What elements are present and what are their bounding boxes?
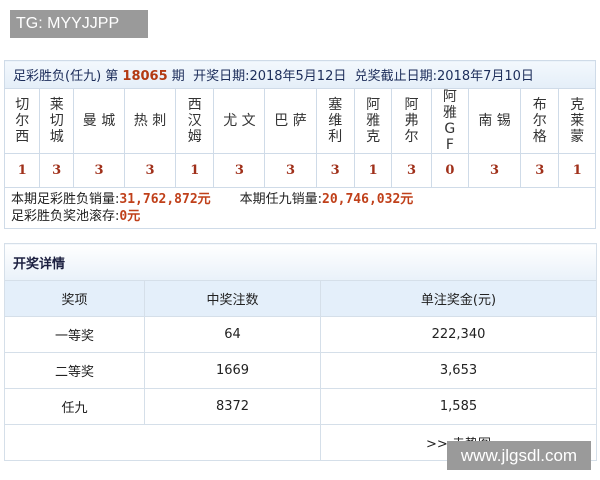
issue-suffix: 期: [167, 69, 185, 84]
match-result: 3: [468, 153, 522, 188]
issue-number: 18065: [122, 69, 168, 84]
r9-sales-label: 本期任九销量:: [239, 192, 322, 207]
match-result: 3: [520, 153, 560, 188]
winner-count: 8372: [144, 388, 321, 425]
match-result: 1: [353, 153, 393, 188]
team-name: 阿雅克: [353, 88, 393, 154]
prize-name: 二等奖: [4, 352, 145, 389]
match-result: 1: [3, 153, 41, 188]
sales-info: 本期足彩胜负销量:31,762,872元 本期任九销量:20,746,032元 …: [4, 187, 596, 229]
watermark-top: TG: MYYJJPP: [10, 10, 148, 38]
match-result: 3: [123, 153, 177, 188]
team-name: 曼 城: [72, 88, 126, 154]
deadline-label: 兑奖截止日期:: [354, 69, 438, 84]
prize-name: 任九: [4, 388, 145, 425]
match-result: 0: [430, 153, 470, 188]
prize-amount: 1,585: [320, 388, 597, 425]
winner-count: 64: [144, 316, 321, 353]
table-row: 一等奖 64 222,340: [4, 316, 597, 353]
match-result: 1: [558, 153, 596, 188]
team-name: 阿雅GF: [430, 88, 470, 154]
table-row: 二等奖 1669 3,653: [4, 352, 597, 389]
prize-details-table: 开奖详情 奖项 中奖注数 单注奖金(元) 一等奖 64 222,340 二等奖 1669 3…: [4, 243, 597, 461]
match-result: 3: [264, 153, 317, 188]
draw-date: 2018年5月12日: [249, 69, 347, 84]
prize-amount: 222,340: [320, 316, 597, 353]
sfc-sales-label: 本期足彩胜负销量:: [11, 192, 120, 207]
watermark-bottom: www.jlgsdl.com: [447, 441, 591, 470]
winner-count: 1669: [144, 352, 321, 389]
issue-prefix: 足彩胜负(任九) 第: [13, 69, 123, 84]
team-name: 塞维利: [315, 88, 355, 154]
team-name: 切尔西: [3, 88, 41, 154]
col-header-amount: 单注奖金(元): [320, 280, 597, 317]
team-name: 巴 萨: [264, 88, 317, 154]
match-result: 3: [72, 153, 126, 188]
issue-header: 足彩胜负(任九) 第 18065 期 开奖日期:2018年5月12日 兑奖截止日…: [4, 60, 596, 89]
deadline: 2018年7月10日: [437, 69, 534, 84]
prize-name: 一等奖: [4, 316, 145, 353]
match-result: 3: [315, 153, 355, 188]
team-name: 克莱蒙: [558, 88, 596, 154]
pool-label: 足彩胜负奖池滚存:: [11, 209, 120, 224]
match-result: 3: [391, 153, 432, 188]
draw-date-label: 开奖日期:: [193, 69, 250, 84]
col-header-count: 中奖注数: [144, 280, 321, 317]
col-header-prize: 奖项: [4, 280, 145, 317]
table-row: 任九 8372 1,585: [4, 388, 597, 425]
team-name: 莱切城: [39, 88, 74, 154]
team-name: 南 锡: [468, 88, 522, 154]
lottery-result-table: 足彩胜负(任九) 第 18065 期 开奖日期:2018年5月12日 兑奖截止日…: [3, 60, 596, 229]
team-name: 布尔格: [520, 88, 560, 154]
match-result: 3: [213, 153, 266, 188]
pool-value: 0元: [119, 209, 141, 224]
team-name: 热 刺: [123, 88, 177, 154]
sfc-sales-value: 31,762,872元: [119, 192, 211, 207]
prize-amount: 3,653: [320, 352, 597, 389]
team-name: 阿弗尔: [391, 88, 432, 154]
match-result: 3: [39, 153, 74, 188]
r9-sales-value: 20,746,032元: [322, 192, 414, 207]
details-title: 开奖详情: [4, 243, 597, 281]
team-name: 尤 文: [213, 88, 266, 154]
empty-cell: [4, 424, 321, 461]
match-result: 1: [175, 153, 215, 188]
team-name: 西汉姆: [175, 88, 215, 154]
